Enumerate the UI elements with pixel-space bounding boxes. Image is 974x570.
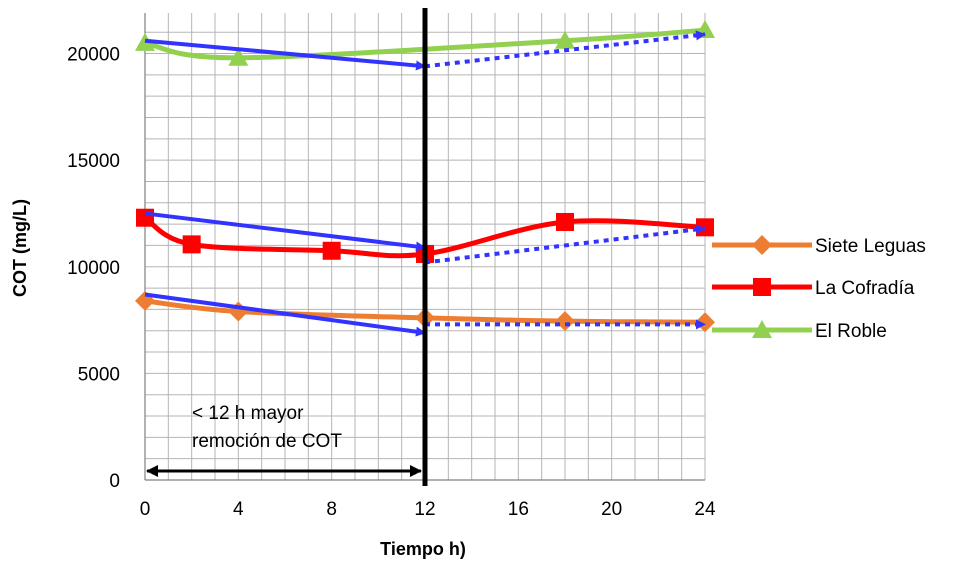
data-point: [322, 241, 341, 260]
y-tick-label: 15000: [67, 151, 120, 172]
y-tick-label: 20000: [67, 45, 120, 66]
y-tick-label: 5000: [78, 364, 120, 385]
x-tick-label: 16: [508, 499, 529, 520]
legend-item-0: Siete Leguas: [712, 235, 926, 257]
x-axis-title: Tiempo h): [380, 539, 466, 559]
data-point: [555, 311, 575, 332]
x-tick-label: 4: [233, 499, 244, 520]
data-point: [555, 30, 575, 49]
data-point: [228, 47, 249, 66]
y-axis-title: COT (mg/L): [10, 199, 30, 297]
x-tick-label: 0: [140, 499, 151, 520]
data-point: [182, 235, 201, 254]
trend-arrow-solid: [144, 38, 426, 71]
x-tick-label: 8: [326, 499, 337, 520]
trend-arrow-dotted: [424, 224, 706, 265]
legend-item-1: La Cofradía: [712, 278, 915, 299]
trend-arrow-solid: [144, 292, 426, 337]
legend-label: Siete Leguas: [815, 236, 926, 257]
legend: Siete Leguas La Cofradía El Roble: [712, 235, 926, 342]
legend-marker: [752, 320, 772, 338]
trend-arrow-solid: [144, 211, 426, 252]
legend-label: La Cofradía: [815, 278, 915, 299]
legend-marker: [752, 235, 772, 255]
trend-arrows: [144, 30, 706, 337]
data-point: [136, 208, 154, 227]
trend-arrow-dotted: [424, 30, 706, 69]
x-tick-label: 20: [601, 499, 622, 520]
data-point: [696, 218, 714, 237]
tick-labels: 0 4 8 12 16 20 24 0 5000 10000 15000 20000: [67, 45, 716, 520]
legend-label: El Roble: [815, 321, 887, 342]
y-tick-label: 10000: [67, 258, 120, 279]
x-tick-label: 24: [694, 499, 716, 520]
x-tick-label: 12: [414, 499, 435, 520]
annotation-line-2: remoción de COT: [192, 431, 342, 452]
y-tick-label: 0: [109, 471, 120, 492]
series-line: [144, 27, 706, 61]
legend-marker: [753, 278, 771, 296]
annotation-line-1: < 12 h mayor: [192, 403, 304, 424]
data-point: [556, 212, 574, 231]
legend-item-2: El Roble: [712, 320, 887, 342]
annotation: < 12 h mayor remoción de COT: [146, 403, 422, 477]
